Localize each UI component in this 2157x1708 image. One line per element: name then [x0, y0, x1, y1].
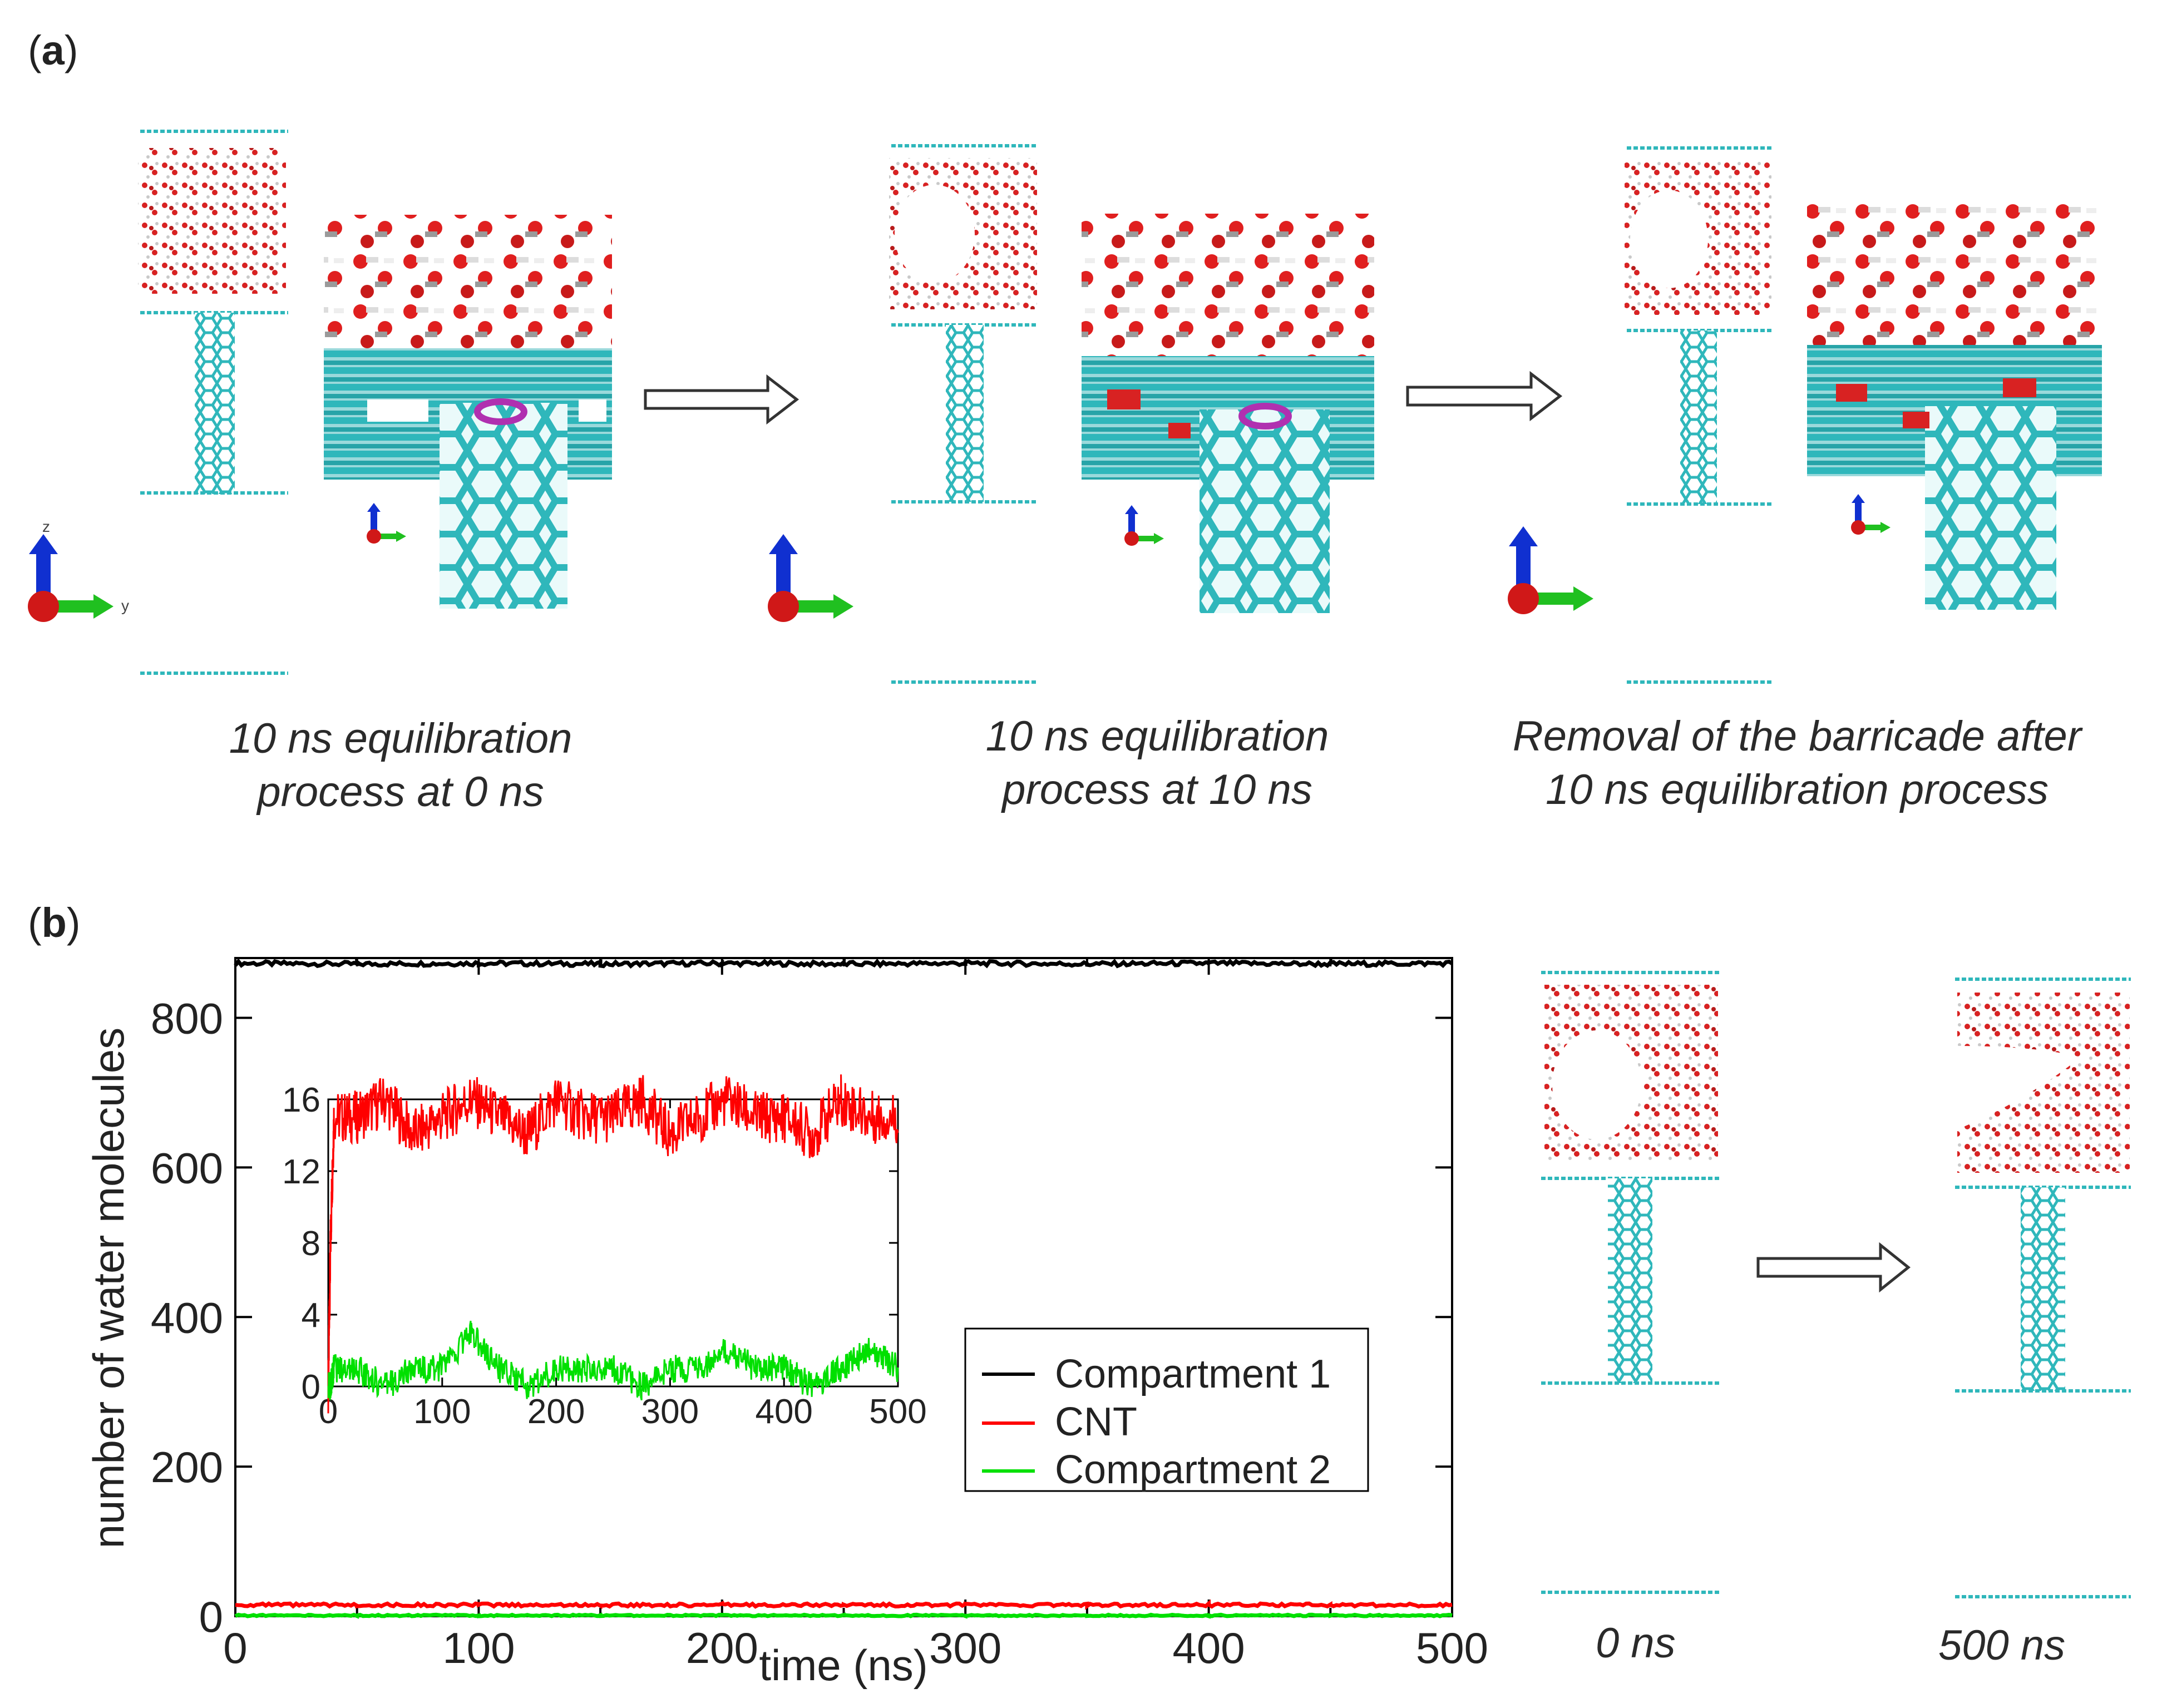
- main-ytick-label: 800: [151, 994, 223, 1043]
- axis-triad-3-small: [1851, 494, 1891, 535]
- main-xtick-label: 0: [223, 1623, 247, 1672]
- main-ytick-label: 200: [151, 1443, 223, 1492]
- inset-ytick-label: 12: [282, 1153, 320, 1191]
- main-ticks: 0 100 200 300 400 500 0 200 400 600 800: [151, 958, 1488, 1672]
- inset-series: [327, 1074, 899, 1414]
- caption-a-3: Removal of the barricade after 10 ns equ…: [1458, 710, 2136, 817]
- main-xtick-label: 100: [442, 1623, 515, 1672]
- arrow-b: [1756, 1242, 1911, 1293]
- main-xlabel: time (ns): [759, 1641, 927, 1690]
- caption-a-1-line1: 10 ns equilibration: [229, 715, 572, 762]
- axis-triad-2: [768, 534, 853, 622]
- legend-label-compartment2: Compartment 2: [1055, 1448, 1331, 1492]
- snapshot-2-zoom: [1082, 214, 1374, 613]
- inset-xtick-label: 200: [527, 1393, 585, 1431]
- main-ytick-label: 600: [151, 1143, 223, 1192]
- snapshot-2-overview: [889, 144, 1038, 684]
- axis-triad-1-small: [367, 503, 406, 544]
- caption-a-3-line1: Removal of the barricade after: [1512, 713, 2082, 760]
- legend-box: [964, 1327, 1369, 1492]
- panel-a-illustration: z y: [28, 130, 2102, 684]
- main-series-compartment-1: [234, 957, 1453, 969]
- inset-xtick-label: 400: [755, 1393, 812, 1431]
- panel-b-label: (b): [28, 900, 81, 946]
- inset-xtick-label: 300: [641, 1393, 699, 1431]
- main-series: [234, 957, 1453, 1619]
- snapshot-3-overview: [1625, 146, 1773, 684]
- caption-a-1-line2: process at 0 ns: [257, 768, 544, 816]
- snapshot-500ns-label: 500 ns: [1938, 1622, 2066, 1669]
- main-series-cnt: [235, 1599, 1453, 1610]
- legend: Compartment 1 CNT Compartment 2: [964, 1327, 1369, 1492]
- inset-ytick-label: 4: [302, 1296, 320, 1335]
- main-ytick-label: 0: [199, 1592, 223, 1641]
- main-chart: 0 100 200 300 400 500 0 200 400 600 800 number of …: [84, 957, 1488, 1690]
- caption-a-2: 10 ns equilibration process at 10 ns: [896, 710, 1419, 817]
- snapshot-0ns: [1541, 971, 1719, 1594]
- inset-series-cnt: [327, 1074, 899, 1414]
- main-ylabel: number of water molecules: [84, 1028, 133, 1548]
- axis-y-label: y: [121, 597, 129, 614]
- main-series-compartment-2: [234, 1612, 1453, 1619]
- legend-label-cnt: CNT: [1055, 1400, 1137, 1444]
- snapshot-0ns-label: 0 ns: [1596, 1620, 1676, 1667]
- axis-triad-3: [1508, 526, 1593, 614]
- caption-a-2-line2: process at 10 ns: [1002, 766, 1312, 813]
- inset-xtick-label: 500: [869, 1393, 926, 1431]
- main-xtick-label: 200: [686, 1623, 758, 1672]
- caption-a-2-line1: 10 ns equilibration: [985, 713, 1329, 760]
- arrow-a-1: [644, 374, 799, 425]
- inset-xtick-label: 100: [413, 1393, 471, 1431]
- snapshot-500ns: [1955, 978, 2131, 1598]
- main-xtick-label: 300: [929, 1623, 1001, 1672]
- axis-triad-2-small: [1124, 505, 1164, 546]
- inset-ytick-label: 16: [282, 1081, 320, 1119]
- snapshot-1-zoom: [324, 215, 612, 609]
- snapshot-1-overview: [138, 130, 288, 675]
- legend-label-compartment1: Compartment 1: [1055, 1352, 1331, 1396]
- caption-a-3-line2: 10 ns equilibration process: [1545, 766, 2049, 813]
- main-ytick-label: 400: [151, 1293, 223, 1342]
- main-xtick-label: 400: [1173, 1623, 1245, 1672]
- arrow-a-2: [1406, 371, 1563, 422]
- inset-ytick-label: 0: [302, 1368, 320, 1406]
- axis-triad-1: z y: [28, 518, 129, 622]
- inset-series-compartment-2: [327, 1320, 899, 1401]
- snapshot-3-zoom: [1807, 201, 2102, 610]
- main-xtick-label: 500: [1416, 1623, 1488, 1672]
- axis-z-label: z: [42, 518, 50, 535]
- caption-a-1: 10 ns equilibration process at 0 ns: [139, 712, 662, 819]
- inset-ytick-label: 8: [302, 1225, 320, 1263]
- panel-a-label: (a): [28, 27, 78, 73]
